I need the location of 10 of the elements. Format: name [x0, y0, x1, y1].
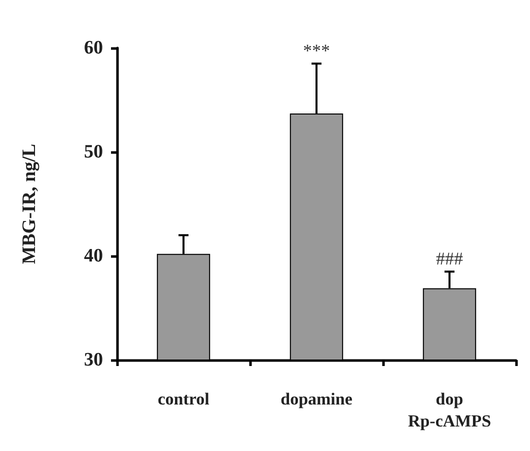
y-axis-title: MBG-IR, ng/L [19, 144, 40, 264]
y-tick-label: 30 [84, 350, 103, 370]
x-tick-label: control [158, 390, 210, 408]
x-tick-label: dopamine [280, 390, 353, 408]
annotation: ### [436, 248, 463, 269]
x-tick-label: dop Rp-cAMPS [408, 390, 492, 430]
y-tick-label: 40 [84, 246, 103, 266]
y-tick-label: 60 [84, 38, 103, 58]
y-tick-label: 50 [84, 142, 103, 162]
annotation: *** [303, 40, 330, 61]
